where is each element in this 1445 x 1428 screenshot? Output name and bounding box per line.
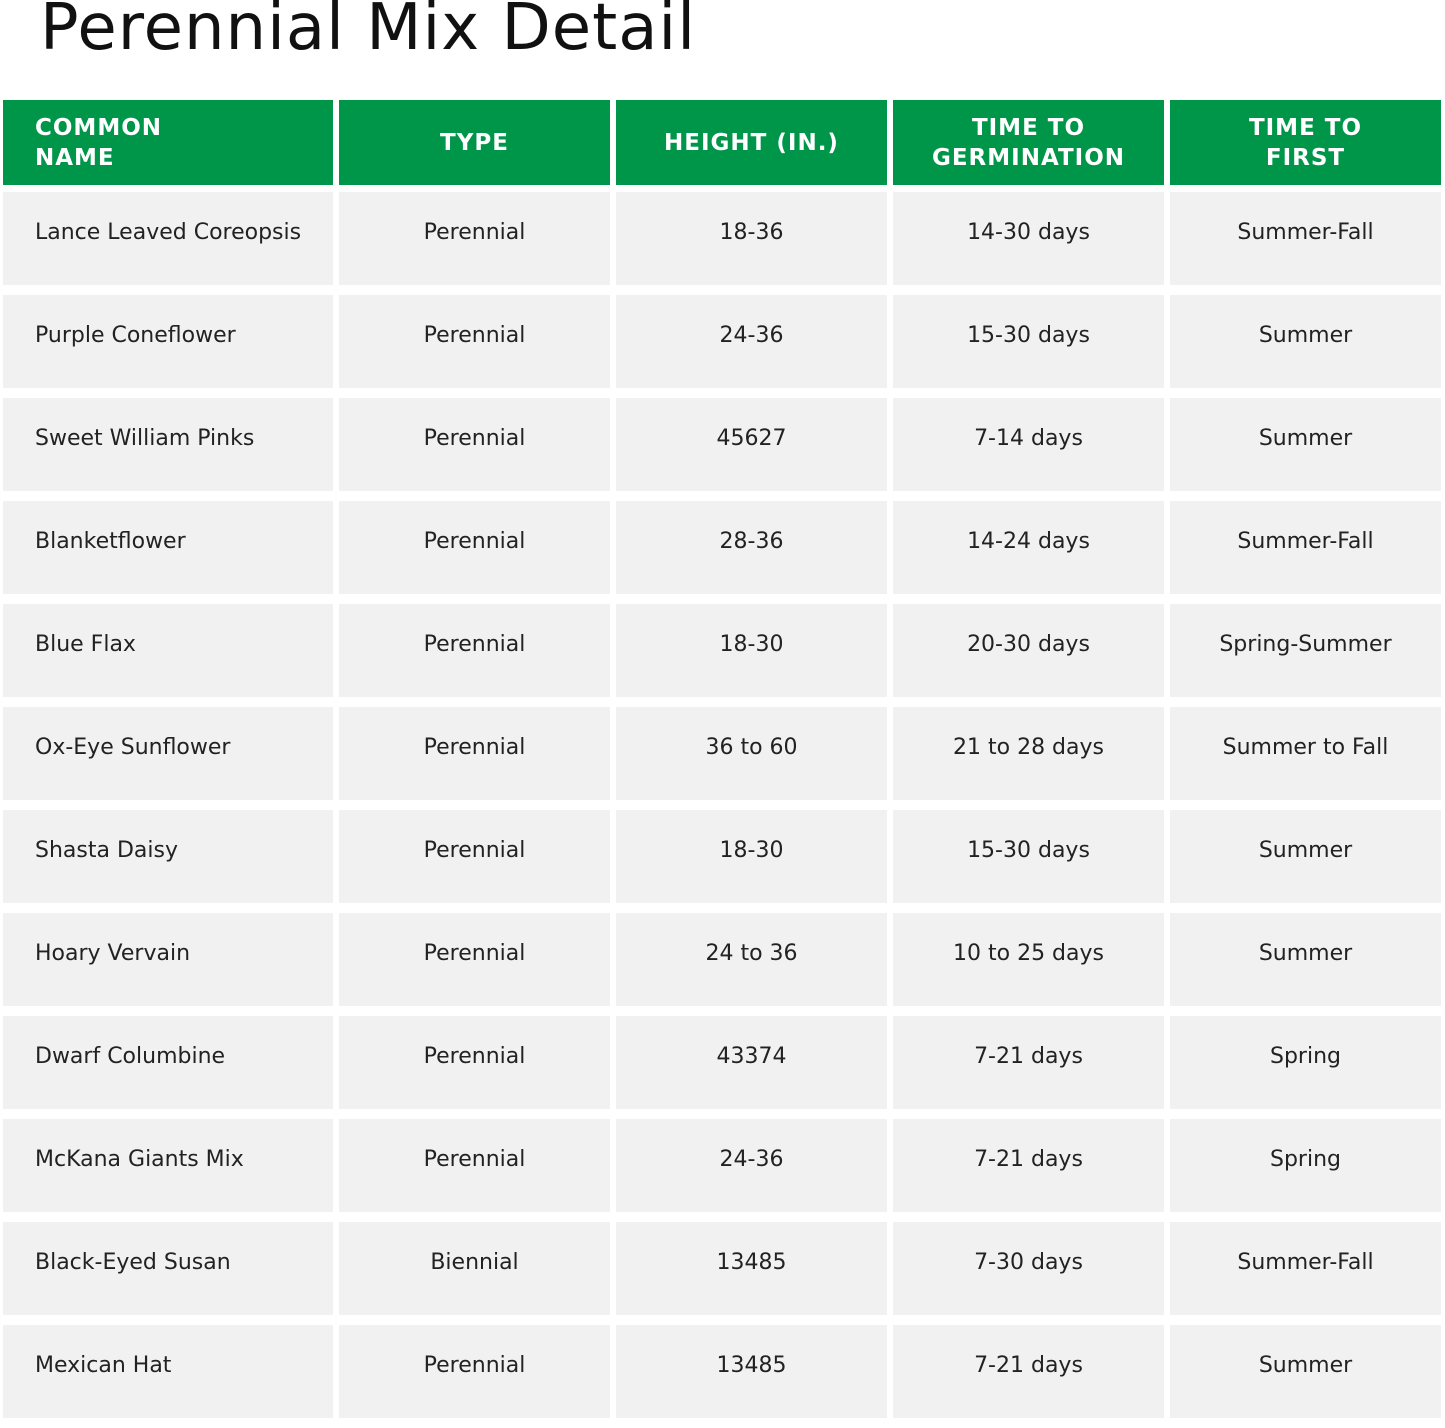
cell-time-to-germination: 7-30 days [893,1222,1164,1315]
cell-height: 13485 [616,1222,887,1315]
cell-height: 24-36 [616,1119,887,1212]
cell-height: 18-30 [616,604,887,697]
cell-time-to-first: Spring [1170,1016,1441,1109]
cell-type: Biennial [339,1222,610,1315]
cell-height: 18-30 [616,810,887,903]
cell-common-name: McKana Giants Mix [3,1119,333,1212]
cell-common-name: Mexican Hat [3,1325,333,1418]
cell-common-name: Sweet William Pinks [3,398,333,491]
cell-time-to-germination: 10 to 25 days [893,913,1164,1006]
header-height: HEIGHT (IN.) [616,100,887,185]
cell-type: Perennial [339,913,610,1006]
cell-common-name: Black-Eyed Susan [3,1222,333,1315]
cell-time-to-germination: 7-14 days [893,398,1164,491]
cell-common-name: Shasta Daisy [3,810,333,903]
cell-time-to-germination: 7-21 days [893,1119,1164,1212]
cell-common-name: Dwarf Columbine [3,1016,333,1109]
cell-time-to-first: Summer [1170,295,1441,388]
cell-height: 24 to 36 [616,913,887,1006]
cell-type: Perennial [339,1119,610,1212]
cell-height: 28-36 [616,501,887,594]
perennial-mix-table: COMMON NAME TYPE HEIGHT (IN.) TIME TO GERMI… [3,100,1441,1428]
cell-type: Perennial [339,1325,610,1418]
cell-time-to-first: Summer to Fall [1170,707,1441,800]
cell-height: 13485 [616,1325,887,1418]
cell-time-to-germination: 14-24 days [893,501,1164,594]
cell-time-to-germination: 7-21 days [893,1016,1164,1109]
cell-common-name: Hoary Vervain [3,913,333,1006]
cell-type: Perennial [339,1016,610,1109]
cell-time-to-first: Spring-Summer [1170,604,1441,697]
header-time-to-germination: TIME TO GERMINATION [893,100,1164,185]
cell-time-to-germination: 15-30 days [893,810,1164,903]
cell-height: 18-36 [616,192,887,285]
cell-height: 45627 [616,398,887,491]
cell-type: Perennial [339,707,610,800]
cell-common-name: Ox-Eye Sunflower [3,707,333,800]
header-type: TYPE [339,100,610,185]
cell-type: Perennial [339,192,610,285]
header-time-to-first: TIME TO FIRST [1170,100,1441,185]
page-title: Perennial Mix Detail [40,0,696,65]
cell-time-to-first: Summer-Fall [1170,501,1441,594]
cell-time-to-germination: 15-30 days [893,295,1164,388]
cell-type: Perennial [339,398,610,491]
cell-common-name: Blanketflower [3,501,333,594]
cell-time-to-germination: 14-30 days [893,192,1164,285]
cell-time-to-first: Spring [1170,1119,1441,1212]
cell-height: 24-36 [616,295,887,388]
header-common-name: COMMON NAME [3,100,333,185]
cell-time-to-germination: 21 to 28 days [893,707,1164,800]
cell-common-name: Purple Coneflower [3,295,333,388]
cell-common-name: Blue Flax [3,604,333,697]
cell-time-to-first: Summer-Fall [1170,192,1441,285]
cell-common-name: Lance Leaved Coreopsis [3,192,333,285]
cell-time-to-first: Summer [1170,810,1441,903]
cell-type: Perennial [339,810,610,903]
cell-time-to-first: Summer [1170,913,1441,1006]
cell-type: Perennial [339,604,610,697]
cell-time-to-first: Summer [1170,398,1441,491]
cell-time-to-germination: 20-30 days [893,604,1164,697]
cell-height: 36 to 60 [616,707,887,800]
cell-type: Perennial [339,295,610,388]
cell-type: Perennial [339,501,610,594]
cell-time-to-first: Summer-Fall [1170,1222,1441,1315]
cell-time-to-germination: 7-21 days [893,1325,1164,1418]
cell-height: 43374 [616,1016,887,1109]
cell-time-to-first: Summer [1170,1325,1441,1418]
